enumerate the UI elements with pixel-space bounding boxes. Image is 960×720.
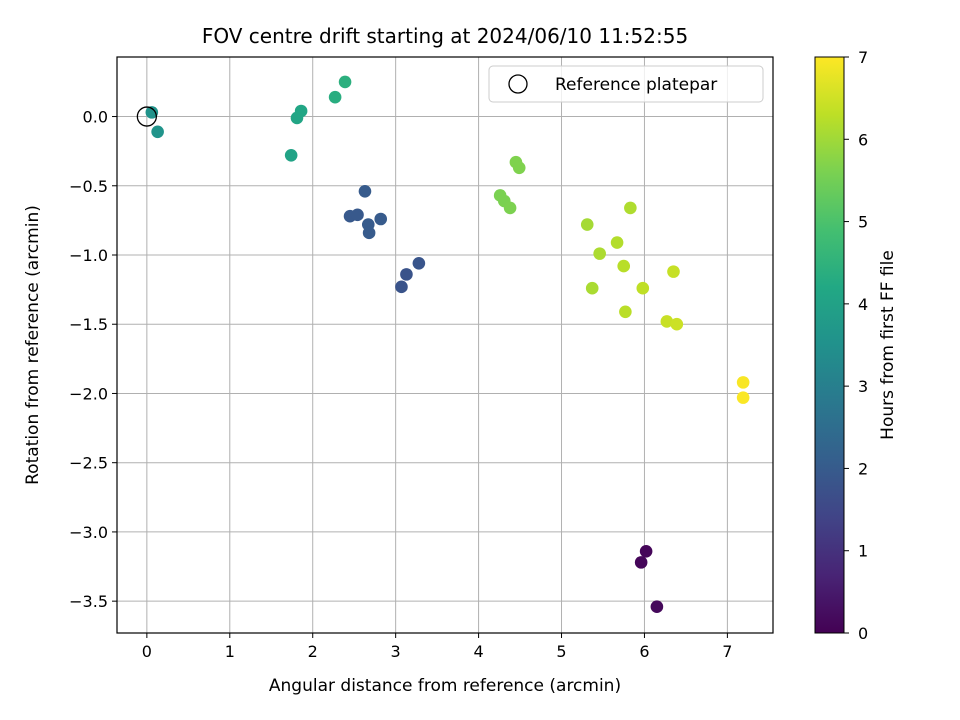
colorbar-tick-label: 4 [858,295,868,314]
data-point [412,257,426,270]
data-point [395,280,408,294]
data-point [580,218,594,231]
data-point [400,268,413,281]
data-point [670,317,684,331]
colorbar-tick-label: 1 [858,542,868,561]
data-point [284,149,298,162]
data-point [617,259,631,273]
reference-marker-layer [136,106,158,127]
data-point [650,600,664,613]
colorbar-tick-label: 2 [858,459,868,478]
y-tick-label: −1.5 [69,315,108,334]
x-tick-label: 5 [556,642,566,661]
legend-box [488,65,764,103]
data-point [512,161,526,175]
colorbar-tick-label: 5 [858,213,868,232]
data-point [667,265,680,278]
y-tick-label: −3.5 [69,592,108,611]
data-point [624,201,637,215]
y-tick-label: −1.0 [69,246,108,265]
colorbar-tick-label: 7 [858,48,868,67]
colorbar-tick-label: 0 [858,624,868,643]
data-point [736,376,750,389]
data-point [362,226,376,240]
colorbar-label: Hours from first FF file [878,250,898,440]
x-tick-label: 2 [308,642,318,661]
y-axis-ticks: 0.0 −0.5 −1.0 −1.5 −2.0 −2.5 −3.0 −3.5 [69,108,117,611]
colorbar [814,56,845,634]
x-tick-label: 3 [391,642,401,661]
colorbar-tick-label: 3 [858,377,868,396]
data-point [585,281,599,295]
x-axis-label: Angular distance from reference (arcmin) [269,676,621,696]
chart-title: FOV centre drift starting at 2024/06/10 … [202,24,688,48]
data-point [328,90,342,104]
legend-entry-reference-platepar: Reference platepar [555,75,717,95]
data-point [374,212,388,226]
y-axis-label: Rotation from reference (arcmin) [23,205,43,485]
y-tick-label: −2.0 [69,384,108,403]
x-tick-label: 7 [722,642,732,661]
data-point [593,247,606,260]
y-tick-label: −2.5 [69,454,108,473]
scatter-points [145,75,750,613]
colorbar-tick-label: 6 [858,130,868,149]
grid-lines [117,57,773,633]
plot-frame [116,56,774,634]
x-tick-label: 4 [473,642,483,661]
data-point [503,201,517,215]
data-point [338,75,352,89]
legend-reference-marker [508,74,528,94]
y-tick-label: −3.0 [69,523,108,542]
data-point [736,391,750,404]
data-point [151,125,164,139]
x-axis-ticks: 0 1 2 3 4 5 6 7 [142,633,732,661]
data-point [351,208,364,222]
data-point [636,281,650,295]
x-tick-label: 6 [639,642,649,661]
data-point [294,104,308,118]
colorbar-ticks: 0 1 2 3 4 5 6 7 [844,48,868,643]
data-point [145,106,159,119]
y-tick-label: 0.0 [83,108,108,127]
data-point [358,185,372,198]
legend: Reference platepar [488,65,764,103]
data-point [610,236,624,249]
y-tick-label: −0.5 [69,177,108,196]
x-tick-label: 0 [142,642,152,661]
data-point [619,305,632,319]
data-point [660,315,674,328]
x-tick-label: 1 [225,642,235,661]
data-point [639,545,653,558]
reference-platepar-marker [136,106,158,127]
data-point [634,556,648,569]
